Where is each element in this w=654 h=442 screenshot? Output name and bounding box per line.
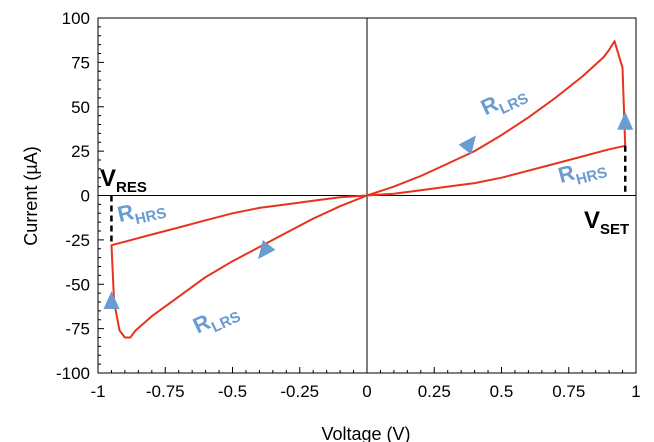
v-res-label-subscript: RES [116,179,147,196]
y-tick-label: -100 [56,364,90,383]
resistance-label: RHRS [555,151,609,192]
y-tick-label: 50 [71,98,90,117]
v-set-label: VSET [584,207,629,238]
x-tick-label: 0.25 [418,382,451,401]
y-tick-label: 0 [81,187,90,206]
x-tick-label: -0.5 [218,382,247,401]
direction-arrow [103,291,120,309]
v-res-label-main: V [100,165,116,192]
v-set-label-main: V [584,207,600,234]
x-tick-label: 0.75 [552,382,585,401]
x-tick-label: -0.25 [280,382,319,401]
x-tick-label: 1 [631,382,640,401]
axes: -1 -0.75 -0.5 -0.25 0 0.25 0.5 0.75 1 100 75 50 25 0 -… [56,9,641,401]
y-tick-label: 75 [71,53,90,72]
iv-curve-layer [110,40,627,339]
y-tick-label: -75 [65,320,90,339]
x-axis-title: Voltage (V) [321,424,410,442]
direction-arrow [458,135,476,155]
v-set-label-subscript: SET [600,221,629,238]
x-tick-label: 0.5 [490,382,514,401]
x-tick-label: 0 [362,382,371,401]
resistance-label-subscript: LRS [497,90,531,118]
v-res-label: VRES [100,165,147,196]
y-tick-label: -25 [65,231,90,250]
resistance-label: RLRS [189,296,243,343]
resistance-label-main: R [115,199,136,227]
resistance-label: RHRS [115,192,168,232]
resistance-label-subscript: HRS [574,164,609,189]
y-tick-label: 100 [62,9,90,28]
resistance-label: RLRS [477,78,531,125]
y-tick-label: -50 [65,275,90,294]
resistance-label-main: R [555,160,577,188]
iv-curve-line [110,40,627,339]
direction-arrow [617,111,634,130]
x-tick-label: -0.75 [146,382,185,401]
x-tick-label: -1 [90,382,105,401]
resistance-label-subscript: LRS [209,308,243,336]
direction-arrow [258,240,276,260]
y-axis-title: Current (µA) [21,146,41,245]
resistance-label-subscript: HRS [133,205,168,229]
y-tick-label: 25 [71,142,90,161]
